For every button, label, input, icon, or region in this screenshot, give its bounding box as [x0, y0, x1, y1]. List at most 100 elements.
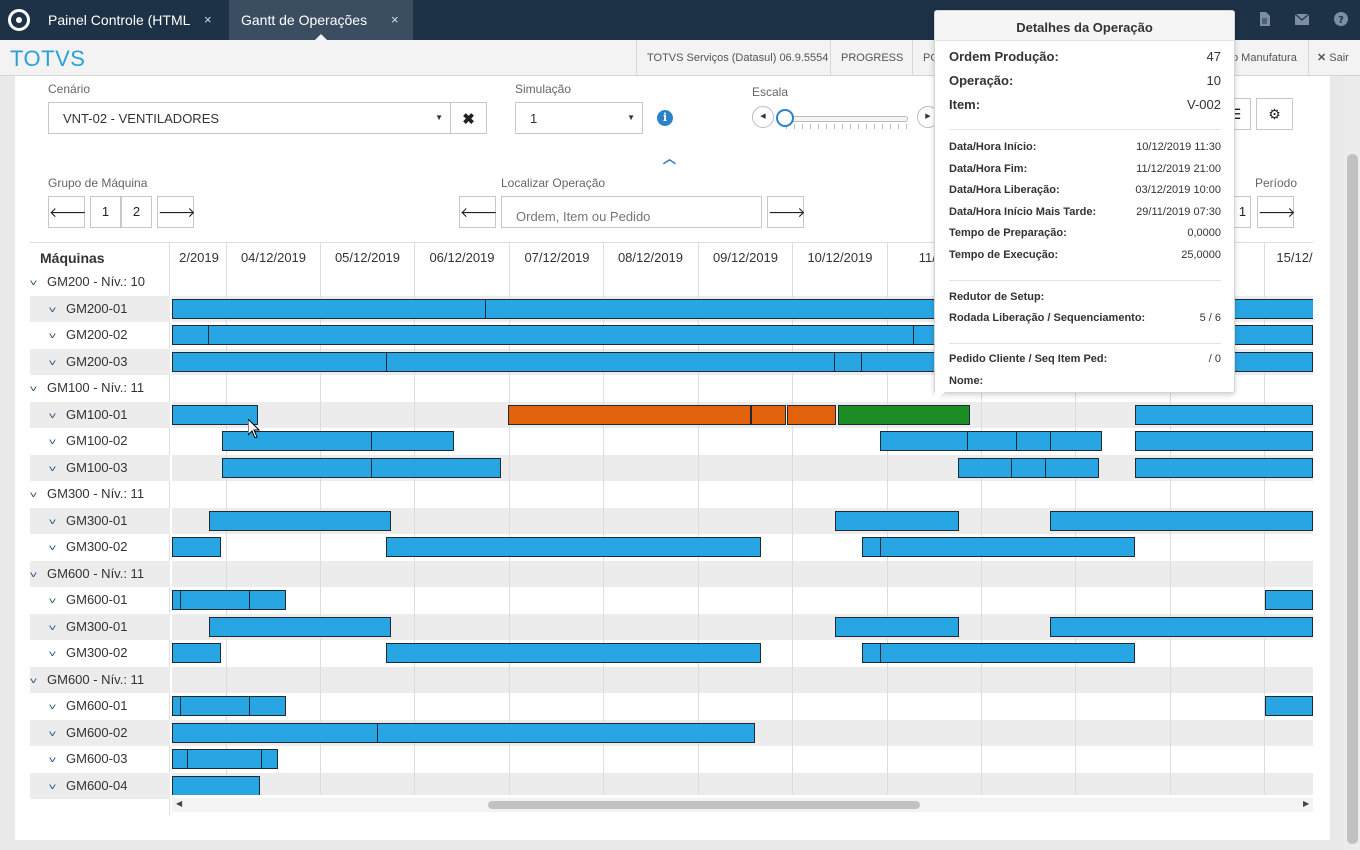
operation-bar[interactable] — [1050, 510, 1313, 531]
machine-group-row[interactable]: ˅ GM600 - Nív.: 11 — [29, 560, 170, 587]
operation-bar[interactable] — [1050, 616, 1313, 637]
operation-bar[interactable] — [1135, 431, 1313, 451]
operation-bar[interactable] — [880, 431, 968, 451]
chevron-down-icon[interactable]: ˅ — [48, 596, 57, 606]
operation-bar[interactable] — [172, 722, 378, 743]
info-icon[interactable]: i — [657, 110, 673, 126]
machine-row[interactable]: ˅ GM200-02 — [30, 322, 170, 348]
chevron-down-icon[interactable]: ˅ — [48, 781, 57, 792]
operation-bar[interactable] — [172, 537, 221, 557]
operation-bar[interactable] — [249, 590, 286, 610]
operation-bar[interactable] — [958, 457, 1012, 478]
settings-button[interactable]: ⚙ — [1256, 98, 1293, 130]
scrollbar-thumb[interactable] — [488, 801, 920, 809]
grupo-next-button[interactable]: 🡒 — [157, 196, 196, 228]
machine-row[interactable]: ˅ GM600-03 — [30, 746, 170, 772]
operation-bar[interactable] — [1050, 431, 1102, 451]
close-icon[interactable]: × — [391, 12, 399, 27]
operation-bar[interactable] — [180, 590, 250, 610]
operation-bar[interactable] — [187, 749, 262, 769]
operation-bar[interactable] — [208, 325, 914, 345]
chevron-down-icon[interactable]: ˅ — [48, 543, 57, 553]
exit-button[interactable]: ✕ Sair — [1308, 40, 1360, 76]
operation-bar[interactable] — [386, 537, 761, 557]
chevron-up-icon[interactable]: ︿ — [663, 151, 677, 166]
chevron-down-icon[interactable]: ˅ — [48, 649, 57, 659]
operation-bar[interactable] — [880, 643, 1135, 663]
close-icon[interactable]: × — [204, 12, 212, 27]
chevron-down-icon[interactable]: ˅ — [48, 437, 57, 447]
grupo-page-2[interactable]: 2 — [121, 196, 152, 228]
tab-painel-controle[interactable]: Painel Controle (HTML × — [36, 0, 222, 40]
chevron-down-icon[interactable]: ˅ — [29, 384, 38, 394]
operation-bar[interactable] — [862, 537, 881, 557]
chevron-down-icon[interactable]: ˅ — [48, 622, 57, 633]
localizar-input[interactable] — [501, 196, 762, 228]
operation-bar[interactable] — [787, 404, 836, 425]
machine-row[interactable]: ˅ GM200-03 — [30, 348, 170, 375]
chevron-down-icon[interactable]: ˅ — [29, 675, 38, 686]
scale-slider-handle[interactable] — [776, 109, 794, 127]
operation-bar[interactable] — [1265, 696, 1313, 716]
operation-bar[interactable] — [386, 643, 761, 663]
tab-gantt-operacoes[interactable]: Gantt de Operações × — [229, 0, 413, 40]
operation-bar[interactable] — [377, 722, 755, 743]
operation-bar[interactable] — [1265, 590, 1313, 610]
operation-bar[interactable] — [834, 351, 862, 372]
help-icon[interactable]: ? — [1334, 12, 1348, 29]
clear-cenario-button[interactable]: ✖ — [450, 102, 487, 134]
scroll-right-icon[interactable]: ▶ — [1303, 799, 1310, 808]
operation-bar[interactable] — [209, 510, 391, 531]
machine-row[interactable]: ˅ GM600-01 — [30, 693, 170, 719]
operation-bar[interactable] — [1135, 457, 1313, 478]
scroll-left-icon[interactable]: ◀ — [176, 799, 183, 808]
operation-bar[interactable] — [172, 351, 387, 372]
chevron-down-icon[interactable]: ˅ — [48, 516, 57, 527]
operation-bar[interactable] — [1135, 404, 1313, 425]
machine-row[interactable]: ˅ GM100-03 — [30, 454, 170, 481]
machine-row[interactable]: ˅ GM100-01 — [30, 401, 170, 428]
cenario-select[interactable]: VNT-02 - VENTILADORES ▼ — [48, 102, 451, 134]
header-module[interactable]: o Manufatura — [1232, 52, 1297, 64]
machine-group-row[interactable]: ˅ GM100 - Nív.: 11 — [30, 375, 170, 401]
machine-row[interactable]: ˅ GM600-01 — [30, 587, 170, 613]
machine-row[interactable]: ˅ GM100-02 — [30, 428, 170, 454]
chevron-down-icon[interactable]: ˅ — [48, 357, 57, 368]
machine-row[interactable]: ˅ GM200-01 — [30, 295, 170, 322]
operation-bar[interactable] — [751, 404, 786, 425]
operation-bar[interactable] — [371, 431, 454, 451]
horizontal-scrollbar[interactable]: ◀ ▶ — [172, 798, 1313, 812]
machine-row[interactable]: ˅ GM600-02 — [30, 719, 170, 746]
operation-bar[interactable] — [222, 457, 372, 478]
machine-row[interactable]: ˅ GM300-02 — [30, 534, 170, 560]
chevron-down-icon[interactable]: ˅ — [48, 463, 57, 474]
chevron-down-icon[interactable]: ˅ — [29, 278, 38, 288]
vertical-scrollbar[interactable] — [1344, 76, 1360, 850]
chevron-down-icon[interactable]: ˅ — [48, 331, 57, 341]
operation-bar[interactable] — [172, 749, 188, 769]
grupo-prev-button[interactable]: 🡐 — [48, 196, 87, 228]
localizar-next-button[interactable]: 🡒 — [767, 196, 806, 228]
totvs-logo-icon[interactable] — [8, 9, 30, 31]
operation-bar[interactable] — [371, 457, 501, 478]
chevron-down-icon[interactable]: ˅ — [48, 304, 57, 315]
machine-row[interactable]: ˅ GM300-01 — [30, 507, 170, 534]
machine-row[interactable]: ˅ GM300-02 — [30, 640, 170, 666]
operation-bar[interactable] — [180, 696, 250, 716]
scale-decrease-button[interactable]: ◀ — [752, 106, 774, 128]
operation-bar[interactable] — [222, 431, 372, 451]
machine-group-row[interactable]: ˅ GM200 - Nív.: 10 — [30, 269, 170, 295]
machine-group-row[interactable]: ˅ GM300 - Nív.: 11 — [30, 481, 170, 507]
chevron-down-icon[interactable]: ˅ — [29, 569, 38, 580]
operation-bar[interactable] — [209, 616, 391, 637]
machine-group-row[interactable]: ˅ GM600 - Nív.: 11 — [29, 666, 170, 693]
operation-bar[interactable] — [835, 510, 959, 531]
operation-bar[interactable] — [1011, 457, 1046, 478]
chevron-down-icon[interactable]: ˅ — [48, 702, 57, 712]
scale-increase-button[interactable]: ▶ — [917, 106, 939, 128]
chevron-down-icon[interactable]: ˅ — [48, 410, 57, 421]
chevron-down-icon[interactable]: ˅ — [48, 728, 57, 739]
operation-bar[interactable] — [862, 643, 881, 663]
periodo-next-button[interactable]: 🡒 — [1257, 196, 1296, 228]
grupo-page-1[interactable]: 1 — [90, 196, 121, 228]
